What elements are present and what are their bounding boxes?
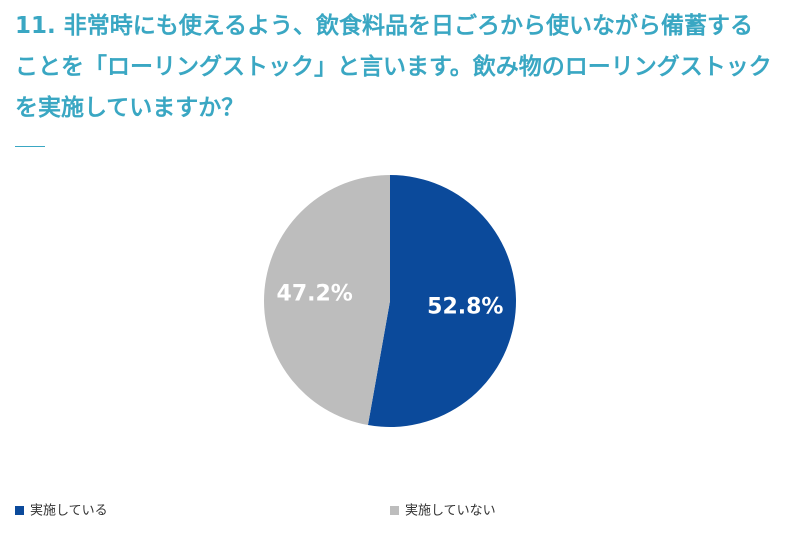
legend-label: 実施していない (405, 503, 496, 519)
legend-swatch (15, 506, 24, 515)
pie-slice (263, 175, 390, 426)
pie-slice (367, 175, 516, 427)
value-label: 52.8% (427, 295, 503, 320)
title-rule (15, 146, 45, 147)
chart-title: 11. 非常時にも使えるよう、飲食料品を日ごろから使いながら備蓄することを「ロー… (15, 13, 772, 121)
legend-label: 実施している (30, 503, 108, 519)
value-label: 47.2% (277, 281, 353, 306)
legend-swatch (390, 506, 399, 515)
